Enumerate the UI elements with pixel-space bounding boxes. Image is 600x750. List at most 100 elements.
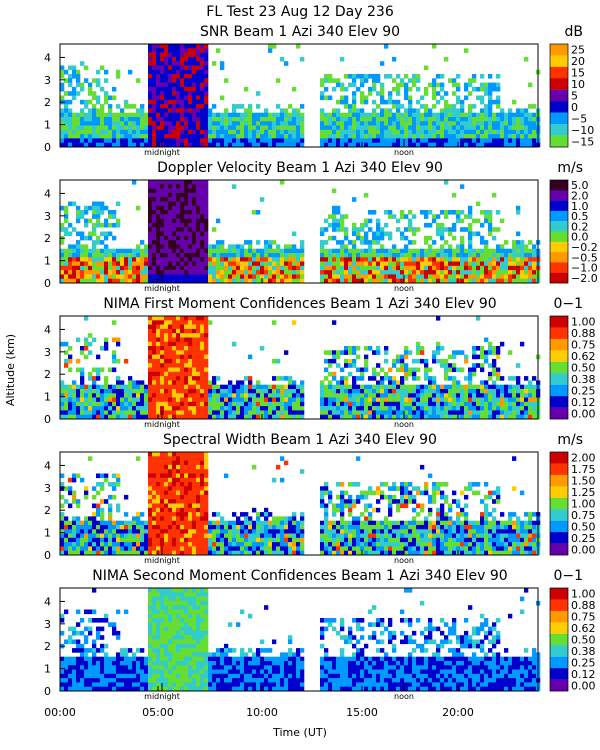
heatmap-cell bbox=[320, 278, 325, 284]
heatmap-cell bbox=[292, 380, 297, 385]
heatmap-cell bbox=[496, 95, 501, 101]
heatmap-cell bbox=[124, 278, 129, 284]
heatmap-cell bbox=[200, 358, 205, 364]
heatmap-cell bbox=[460, 397, 465, 403]
colorbar-label: −1.0 bbox=[571, 262, 598, 275]
heatmap-cell bbox=[176, 414, 181, 420]
heatmap-cell bbox=[260, 121, 265, 126]
heatmap-cell bbox=[292, 320, 297, 325]
heatmap-cell bbox=[532, 117, 537, 122]
heatmap-cell bbox=[424, 65, 429, 71]
heatmap-cell bbox=[176, 393, 181, 398]
heatmap-cell bbox=[60, 74, 65, 79]
heatmap-cell bbox=[184, 384, 189, 390]
heatmap-cell bbox=[80, 367, 85, 373]
heatmap-cell bbox=[156, 346, 161, 351]
heatmap-cell bbox=[184, 235, 189, 241]
heatmap-cell bbox=[512, 393, 517, 398]
heatmap-cell bbox=[300, 261, 305, 267]
heatmap-cell bbox=[188, 82, 193, 88]
heatmap-cell bbox=[460, 367, 465, 373]
heatmap-cell bbox=[164, 350, 169, 355]
heatmap-cell bbox=[104, 218, 109, 224]
heatmap-cell bbox=[108, 393, 113, 398]
heatmap-cell bbox=[188, 117, 193, 122]
heatmap-cell bbox=[204, 192, 209, 198]
heatmap-cell bbox=[116, 397, 121, 403]
heatmap-cell bbox=[176, 389, 181, 394]
heatmap-cell bbox=[532, 248, 537, 254]
heatmap-cell bbox=[460, 240, 465, 245]
heatmap-cell bbox=[436, 91, 441, 96]
heatmap-cell bbox=[460, 218, 465, 224]
heatmap-cell bbox=[360, 222, 365, 228]
heatmap-cell bbox=[156, 537, 161, 543]
heatmap-cell bbox=[232, 117, 237, 122]
heatmap-cell bbox=[196, 108, 201, 113]
heatmap-cell bbox=[100, 129, 105, 135]
heatmap-cell bbox=[120, 380, 125, 385]
heatmap-cell bbox=[204, 205, 209, 211]
heatmap-cell bbox=[92, 261, 97, 267]
heatmap-cell bbox=[400, 410, 405, 415]
heatmap-cell bbox=[464, 270, 469, 275]
heatmap-cell bbox=[60, 129, 65, 135]
heatmap-cell bbox=[448, 244, 453, 249]
heatmap-cell bbox=[452, 210, 457, 215]
heatmap-cell bbox=[88, 341, 93, 347]
heatmap-cell bbox=[88, 389, 93, 394]
heatmap-cell bbox=[432, 401, 437, 407]
heatmap-cell bbox=[360, 95, 365, 101]
heatmap-cell bbox=[392, 401, 397, 407]
heatmap-cell bbox=[492, 235, 497, 241]
heatmap-cell bbox=[200, 235, 205, 241]
heatmap-cell bbox=[444, 278, 449, 284]
heatmap-cell bbox=[68, 346, 73, 351]
heatmap-cell bbox=[80, 134, 85, 139]
heatmap-cell bbox=[212, 414, 217, 420]
heatmap-cell bbox=[356, 74, 361, 79]
heatmap-cell bbox=[192, 414, 197, 420]
heatmap-cell bbox=[320, 240, 325, 245]
heatmap-cell bbox=[424, 121, 429, 126]
heatmap-cell bbox=[340, 393, 345, 398]
heatmap-cell bbox=[228, 380, 233, 385]
heatmap-cell bbox=[336, 397, 341, 403]
heatmap-cell bbox=[96, 507, 101, 513]
heatmap-cell bbox=[460, 108, 465, 113]
colorbar-label: 1.00 bbox=[571, 316, 596, 329]
heatmap-cell bbox=[280, 406, 285, 411]
heatmap-cell bbox=[380, 129, 385, 135]
heatmap-cell bbox=[208, 393, 213, 398]
heatmap-cell bbox=[252, 389, 257, 394]
heatmap-cell bbox=[212, 376, 217, 381]
heatmap-cell bbox=[156, 507, 161, 513]
heatmap-cell bbox=[148, 188, 153, 194]
heatmap-cell bbox=[196, 257, 201, 262]
heatmap-cell bbox=[152, 546, 157, 551]
heatmap-cell bbox=[328, 380, 333, 385]
heatmap-cell bbox=[140, 384, 145, 390]
heatmap-cell bbox=[524, 56, 529, 62]
heatmap-cell bbox=[68, 201, 73, 207]
heatmap-cell bbox=[376, 78, 381, 83]
heatmap-cell bbox=[364, 95, 369, 101]
heatmap-cell bbox=[160, 337, 165, 343]
heatmap-cell bbox=[524, 274, 529, 279]
heatmap-cell bbox=[180, 134, 185, 139]
heatmap-cell bbox=[336, 218, 341, 224]
heatmap-cell bbox=[84, 537, 89, 543]
heatmap-cell bbox=[140, 414, 145, 420]
heatmap-cell bbox=[152, 142, 157, 148]
heatmap-cell bbox=[160, 384, 165, 390]
heatmap-cell bbox=[152, 192, 157, 198]
heatmap-cell bbox=[208, 138, 213, 143]
heatmap-cell bbox=[200, 121, 205, 126]
heatmap-cell bbox=[352, 410, 357, 415]
heatmap-cell bbox=[120, 384, 125, 390]
heatmap-cell bbox=[132, 542, 137, 547]
heatmap-cell bbox=[272, 406, 277, 411]
heatmap-cell bbox=[96, 473, 101, 479]
heatmap-cell bbox=[136, 410, 141, 415]
heatmap-cell bbox=[132, 520, 137, 526]
